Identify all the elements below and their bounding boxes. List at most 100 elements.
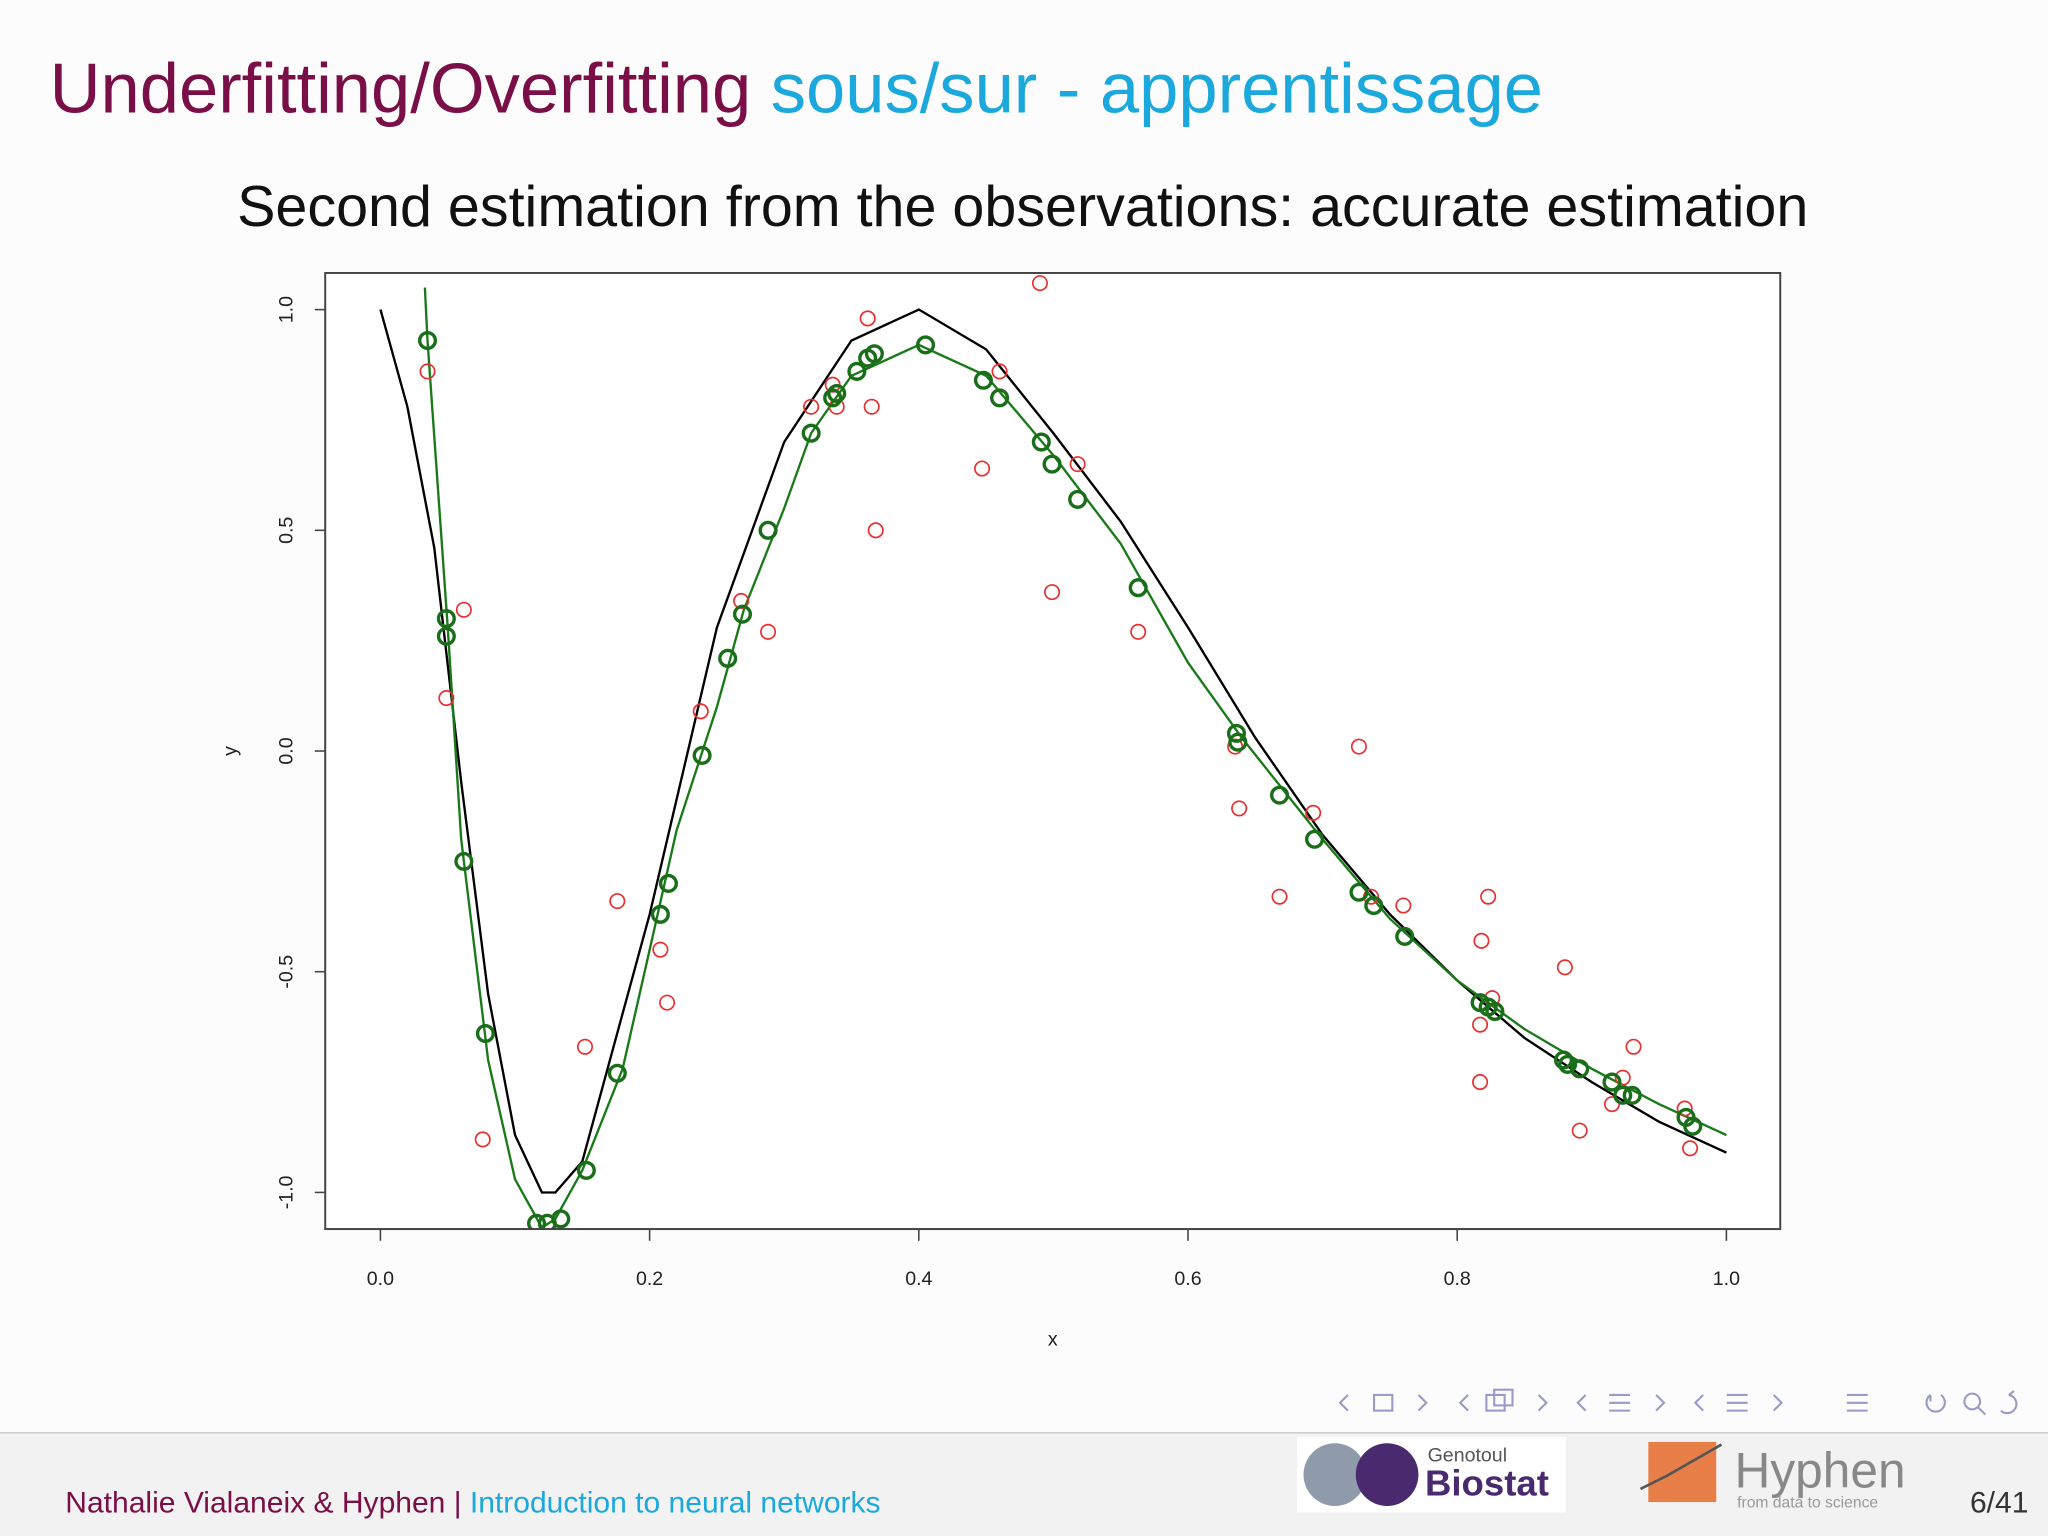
point: [1395, 897, 1412, 914]
x-tick-label: 0.6: [1174, 1268, 1201, 1290]
point: [827, 383, 847, 404]
slide-title: Underfitting/Overfitting sous/sur - appr…: [50, 48, 1543, 127]
point: [475, 1023, 495, 1044]
point: [551, 1209, 571, 1229]
title-main: Underfitting/Overfitting: [50, 48, 752, 127]
point: [718, 648, 738, 668]
point: [974, 460, 991, 477]
point: [1128, 578, 1148, 598]
point: [732, 604, 753, 624]
logo-circle: [1355, 1443, 1419, 1506]
x-tick-label: 0.2: [636, 1268, 663, 1290]
page-number: 6/41: [1970, 1486, 2028, 1519]
point: [1570, 1059, 1590, 1079]
point: [803, 398, 820, 415]
footer-separator: |: [454, 1486, 462, 1519]
y-tick-label: 0.5: [276, 517, 298, 544]
y-tick-label: 0.0: [276, 737, 298, 764]
logo-line: [1639, 1443, 1723, 1491]
title-sub: sous/sur - apprentissage: [771, 48, 1543, 127]
axes: 0.0 0.2 0.4 0.6 0.8 1.0 -1.0 -0.5 0.0 0.5 1.0: [276, 296, 1741, 1290]
point: [1068, 489, 1088, 509]
point: [1472, 1074, 1489, 1091]
point: [1480, 888, 1497, 905]
point: [1226, 723, 1246, 743]
point: [823, 388, 843, 408]
point: [973, 370, 993, 390]
point: [650, 904, 670, 924]
point: [1556, 959, 1573, 976]
point: [760, 623, 777, 640]
y-tick-label: -0.5: [276, 955, 298, 989]
point: [990, 388, 1010, 408]
point: [417, 330, 438, 351]
chart-title: Second estimation from the observations:…: [237, 175, 1808, 239]
logo-biostat-text: Biostat: [1425, 1463, 1549, 1504]
point: [436, 626, 456, 646]
point: [1395, 926, 1415, 946]
point: [1613, 1085, 1633, 1105]
point: [1349, 882, 1369, 902]
logo-hyphen-text: Hyphen: [1735, 1443, 1906, 1499]
point: [864, 344, 884, 364]
point: [1473, 932, 1490, 949]
y-tick-label: 1.0: [276, 296, 298, 323]
point: [1031, 275, 1048, 292]
point: [438, 690, 455, 707]
point: [436, 609, 456, 629]
point: [1683, 1116, 1703, 1136]
point: [658, 873, 678, 893]
point: [991, 363, 1008, 380]
point: [1676, 1100, 1693, 1117]
x-axis-label: x: [1048, 1328, 1058, 1350]
footer-text: Nathalie Vialaneix & Hyphen | Introducti…: [65, 1486, 880, 1519]
point: [1554, 1050, 1574, 1070]
y-tick-label: -1.0: [276, 1175, 298, 1209]
point: [863, 398, 880, 415]
point: [609, 893, 626, 910]
point: [652, 941, 669, 958]
point: [1602, 1072, 1622, 1092]
point: [1305, 804, 1322, 821]
point: [1044, 584, 1061, 601]
point: [1485, 1001, 1505, 1021]
x-tick-label: 0.0: [367, 1268, 394, 1290]
logo-genotoul: Genotoul: [1428, 1445, 1507, 1467]
x-tick-label: 0.4: [905, 1268, 932, 1290]
point: [576, 1038, 594, 1055]
point: [1270, 785, 1290, 805]
logo-hyphen: Hyphen from data to science: [1639, 1441, 1906, 1511]
plot-background: [325, 272, 1781, 1230]
point: [527, 1213, 547, 1230]
point: [1571, 1122, 1588, 1139]
point: [859, 310, 876, 327]
point: [758, 520, 778, 540]
point: [1271, 888, 1288, 905]
point: [455, 601, 472, 618]
point: [1350, 738, 1367, 755]
point: [659, 994, 676, 1011]
point: [1069, 456, 1086, 473]
point: [801, 423, 821, 443]
footer-talk: Introduction to neural networks: [470, 1486, 881, 1519]
point: [1614, 1069, 1631, 1086]
point: [454, 851, 474, 871]
point: [1364, 895, 1384, 916]
point: [1304, 829, 1325, 849]
x-tick-label: 0.8: [1444, 1268, 1471, 1290]
navigation-symbols: [1338, 1388, 2018, 1416]
logo-square: [1648, 1441, 1717, 1503]
point: [1622, 1085, 1642, 1105]
point: [419, 363, 436, 380]
point: [1682, 1140, 1699, 1157]
plot-area: [379, 275, 1727, 1230]
point: [1130, 623, 1147, 640]
point: [1472, 1016, 1489, 1033]
footer-authors: Nathalie Vialaneix & Hyphen: [65, 1486, 445, 1519]
point: [1042, 454, 1062, 474]
point: [692, 745, 712, 765]
logo-biostat: Genotoul Biostat: [1296, 1436, 1567, 1513]
point: [1228, 732, 1248, 752]
